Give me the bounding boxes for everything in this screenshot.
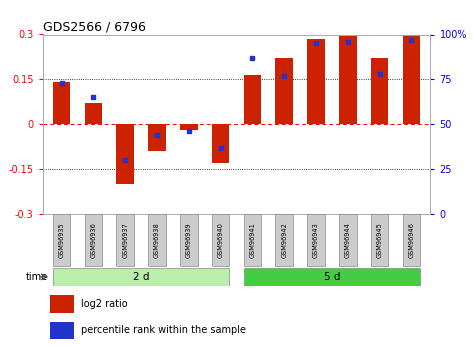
Bar (53, 267, 229, 286)
Text: GSM96937: GSM96937 (122, 222, 128, 258)
Text: GSM96935: GSM96935 (59, 222, 65, 258)
Bar (85, 214, 102, 266)
Bar (50, 322, 74, 339)
Bar (244, 75, 261, 124)
Bar (53, 82, 70, 124)
Bar (85, 103, 102, 124)
Bar (339, 36, 357, 124)
Bar (275, 58, 293, 124)
Text: GSM96938: GSM96938 (154, 222, 160, 258)
Bar (148, 124, 166, 151)
Text: GSM96945: GSM96945 (377, 222, 383, 258)
Bar (148, 214, 166, 266)
Bar (403, 34, 420, 124)
Text: time: time (26, 272, 48, 282)
Text: GSM96941: GSM96941 (249, 222, 255, 258)
Text: 2 d: 2 d (133, 272, 149, 282)
Bar (116, 124, 134, 184)
Text: GSM96946: GSM96946 (408, 222, 414, 258)
Text: GSM96942: GSM96942 (281, 222, 287, 258)
Bar (371, 58, 388, 124)
Bar (307, 214, 325, 266)
Text: GSM96944: GSM96944 (345, 222, 351, 258)
Bar (53, 214, 70, 266)
Bar (212, 124, 229, 163)
Text: GSM96936: GSM96936 (90, 222, 96, 258)
Bar (371, 214, 388, 266)
Bar (180, 214, 198, 266)
Text: log2 ratio: log2 ratio (81, 299, 128, 309)
Text: GSM96939: GSM96939 (186, 222, 192, 258)
Bar (50, 295, 74, 313)
Bar (212, 214, 229, 266)
Bar (244, 267, 420, 286)
Bar (244, 214, 261, 266)
Text: 5 d: 5 d (324, 272, 340, 282)
Bar (339, 214, 357, 266)
Bar (275, 214, 293, 266)
Text: GDS2566 / 6796: GDS2566 / 6796 (43, 20, 145, 33)
Bar (180, 124, 198, 130)
Bar (116, 214, 134, 266)
Bar (307, 39, 325, 124)
Text: GSM96940: GSM96940 (218, 222, 224, 258)
Text: GSM96943: GSM96943 (313, 222, 319, 258)
Text: percentile rank within the sample: percentile rank within the sample (81, 325, 246, 335)
Bar (403, 214, 420, 266)
